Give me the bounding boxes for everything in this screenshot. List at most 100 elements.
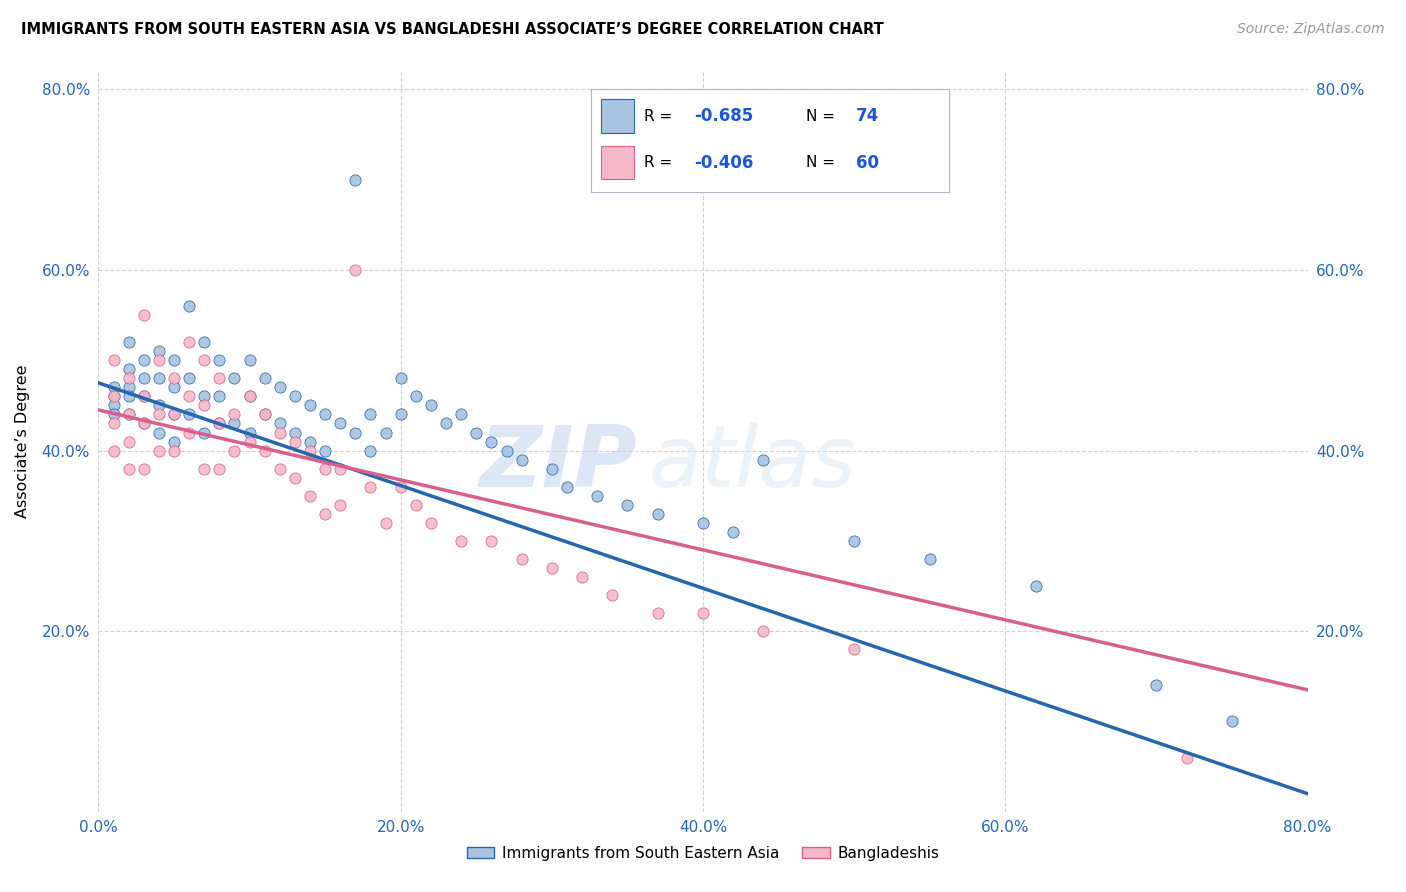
Text: -0.685: -0.685: [695, 107, 754, 126]
Point: [148, 344, 170, 359]
Point: [269, 425, 291, 440]
Text: ZIP: ZIP: [479, 422, 637, 505]
Point: [148, 353, 170, 368]
Point: [1175, 750, 1198, 764]
Point: [224, 371, 246, 385]
Point: [132, 389, 155, 403]
Point: [179, 335, 201, 350]
Point: [148, 399, 170, 413]
Point: [239, 434, 262, 449]
Point: [374, 516, 396, 530]
Point: [510, 552, 533, 566]
Point: [132, 389, 155, 403]
Point: [224, 417, 246, 431]
Point: [844, 642, 866, 657]
Point: [193, 353, 215, 368]
Point: [253, 408, 276, 422]
Point: [193, 425, 215, 440]
Text: 60: 60: [856, 153, 879, 171]
Text: R =: R =: [644, 155, 678, 170]
Point: [434, 417, 457, 431]
Point: [299, 489, 322, 503]
Point: [481, 533, 503, 548]
Bar: [602, 145, 634, 179]
Point: [344, 263, 367, 277]
Point: [179, 389, 201, 403]
Point: [193, 461, 215, 475]
Point: [208, 461, 231, 475]
Point: [118, 434, 141, 449]
Text: Source: ZipAtlas.com: Source: ZipAtlas.com: [1237, 22, 1385, 37]
Point: [239, 389, 262, 403]
Point: [405, 389, 427, 403]
Point: [616, 498, 638, 512]
Point: [103, 380, 125, 394]
Point: [208, 417, 231, 431]
Point: [132, 461, 155, 475]
Point: [299, 443, 322, 458]
Point: [405, 498, 427, 512]
Text: -0.406: -0.406: [695, 153, 754, 171]
Point: [103, 389, 125, 403]
Point: [692, 606, 714, 620]
Point: [103, 408, 125, 422]
Point: [103, 443, 125, 458]
Point: [163, 380, 186, 394]
Point: [465, 425, 488, 440]
Point: [103, 399, 125, 413]
Point: [314, 408, 336, 422]
Point: [284, 389, 307, 403]
Point: [389, 371, 412, 385]
Text: N =: N =: [806, 109, 839, 124]
Point: [118, 408, 141, 422]
Point: [269, 417, 291, 431]
Point: [163, 408, 186, 422]
Point: [239, 389, 262, 403]
Point: [132, 371, 155, 385]
Point: [723, 524, 745, 539]
Point: [208, 353, 231, 368]
Point: [329, 461, 352, 475]
Point: [163, 408, 186, 422]
Point: [284, 470, 307, 484]
Point: [179, 425, 201, 440]
Text: 74: 74: [856, 107, 879, 126]
Point: [224, 443, 246, 458]
Point: [118, 389, 141, 403]
Point: [179, 371, 201, 385]
Point: [132, 417, 155, 431]
Point: [239, 353, 262, 368]
Point: [208, 389, 231, 403]
Point: [374, 425, 396, 440]
Point: [329, 417, 352, 431]
Point: [118, 335, 141, 350]
Point: [692, 516, 714, 530]
Point: [163, 434, 186, 449]
Bar: [602, 99, 634, 133]
Point: [148, 408, 170, 422]
Y-axis label: Associate’s Degree: Associate’s Degree: [15, 365, 31, 518]
Point: [253, 408, 276, 422]
Text: R =: R =: [644, 109, 678, 124]
Point: [420, 516, 443, 530]
Point: [844, 533, 866, 548]
Point: [148, 425, 170, 440]
Point: [510, 452, 533, 467]
Legend: Immigrants from South Eastern Asia, Bangladeshis: Immigrants from South Eastern Asia, Bang…: [461, 839, 945, 867]
Point: [193, 335, 215, 350]
Point: [284, 425, 307, 440]
Point: [253, 443, 276, 458]
Point: [132, 417, 155, 431]
Point: [118, 461, 141, 475]
Point: [555, 480, 578, 494]
Point: [647, 606, 669, 620]
Point: [360, 480, 382, 494]
Point: [118, 380, 141, 394]
Point: [314, 507, 336, 521]
Point: [269, 380, 291, 394]
Point: [344, 425, 367, 440]
Point: [450, 408, 472, 422]
Point: [329, 498, 352, 512]
Text: atlas: atlas: [648, 422, 856, 505]
Point: [299, 434, 322, 449]
